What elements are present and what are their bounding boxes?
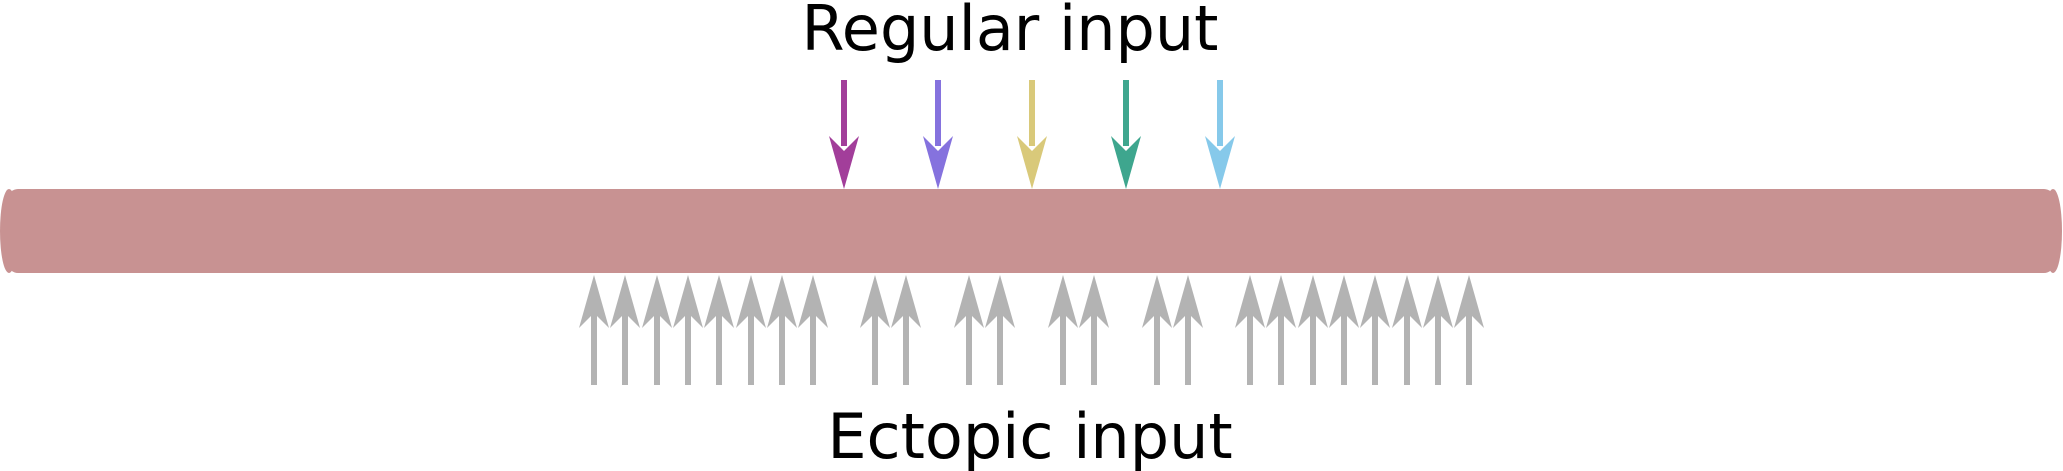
ectopic-input-arrow bbox=[1235, 275, 1265, 385]
dendrite bbox=[0, 189, 2062, 273]
regular-input-arrow bbox=[1017, 80, 1047, 189]
ectopic-input-arrow bbox=[1298, 275, 1328, 385]
ectopic-arrow-shaft bbox=[1278, 310, 1284, 385]
ectopic-arrow-shaft bbox=[1404, 310, 1410, 385]
regular-arrow-shaft bbox=[1217, 80, 1223, 146]
ectopic-input-arrow bbox=[642, 275, 672, 385]
ectopic-arrow-shaft bbox=[1466, 310, 1472, 385]
ectopic-input-arrow bbox=[1048, 275, 1078, 385]
ectopic-arrow-shaft bbox=[1372, 310, 1378, 385]
regular-input-arrow bbox=[829, 80, 859, 189]
ectopic-arrow-shaft bbox=[779, 310, 785, 385]
ectopic-arrow-shaft bbox=[1154, 310, 1160, 385]
ectopic-input-arrow bbox=[767, 275, 797, 385]
regular-input-arrows bbox=[829, 80, 1235, 189]
ectopic-input-arrow bbox=[1142, 275, 1172, 385]
ectopic-arrow-shaft bbox=[997, 310, 1003, 385]
regular-input-arrow bbox=[1205, 80, 1235, 189]
ectopic-input-arrow bbox=[736, 275, 766, 385]
ectopic-input-arrow bbox=[1079, 275, 1109, 385]
ectopic-input-arrow bbox=[1423, 275, 1453, 385]
regular-input-arrow bbox=[923, 80, 953, 189]
ectopic-input-arrow bbox=[1360, 275, 1390, 385]
ectopic-arrow-shaft bbox=[591, 310, 597, 385]
regular-arrow-shaft bbox=[841, 80, 847, 146]
regular-input-label: Regular input bbox=[802, 0, 1219, 65]
ectopic-arrow-shaft bbox=[1435, 310, 1441, 385]
ectopic-input-arrow bbox=[1173, 275, 1203, 385]
ectopic-arrow-shaft bbox=[716, 310, 722, 385]
regular-arrow-shaft bbox=[935, 80, 941, 146]
ectopic-arrow-shaft bbox=[622, 310, 628, 385]
ectopic-arrow-shaft bbox=[966, 310, 972, 385]
ectopic-input-arrow bbox=[704, 275, 734, 385]
ectopic-arrow-shaft bbox=[810, 310, 816, 385]
ectopic-arrow-shaft bbox=[1185, 310, 1191, 385]
dendrite-left-end bbox=[0, 189, 18, 273]
ectopic-input-arrow bbox=[860, 275, 890, 385]
ectopic-input-label: Ectopic input bbox=[827, 400, 1232, 471]
ectopic-arrow-shaft bbox=[903, 310, 909, 385]
ectopic-input-arrow bbox=[610, 275, 640, 385]
ectopic-input-arrow bbox=[1392, 275, 1422, 385]
ectopic-arrow-shaft bbox=[654, 310, 660, 385]
ectopic-arrow-shaft bbox=[748, 310, 754, 385]
dendrite-right-end bbox=[2044, 189, 2062, 273]
ectopic-input-arrow bbox=[579, 275, 609, 385]
ectopic-input-arrow bbox=[954, 275, 984, 385]
ectopic-input-arrow bbox=[1454, 275, 1484, 385]
regular-arrow-shaft bbox=[1123, 80, 1129, 146]
dendrite-body bbox=[8, 189, 2054, 273]
ectopic-arrow-shaft bbox=[685, 310, 691, 385]
ectopic-arrow-shaft bbox=[1091, 310, 1097, 385]
regular-input-arrow bbox=[1111, 80, 1141, 189]
ectopic-input-arrow bbox=[798, 275, 828, 385]
ectopic-input-arrow bbox=[1266, 275, 1296, 385]
ectopic-input-arrow bbox=[1329, 275, 1359, 385]
regular-arrow-shaft bbox=[1029, 80, 1035, 146]
ectopic-input-arrow bbox=[673, 275, 703, 385]
ectopic-arrow-shaft bbox=[1060, 310, 1066, 385]
ectopic-input-arrows bbox=[579, 275, 1484, 385]
ectopic-arrow-shaft bbox=[872, 310, 878, 385]
ectopic-input-arrow bbox=[985, 275, 1015, 385]
ectopic-arrow-shaft bbox=[1341, 310, 1347, 385]
ectopic-arrow-shaft bbox=[1310, 310, 1316, 385]
ectopic-arrow-shaft bbox=[1247, 310, 1253, 385]
ectopic-input-arrow bbox=[891, 275, 921, 385]
